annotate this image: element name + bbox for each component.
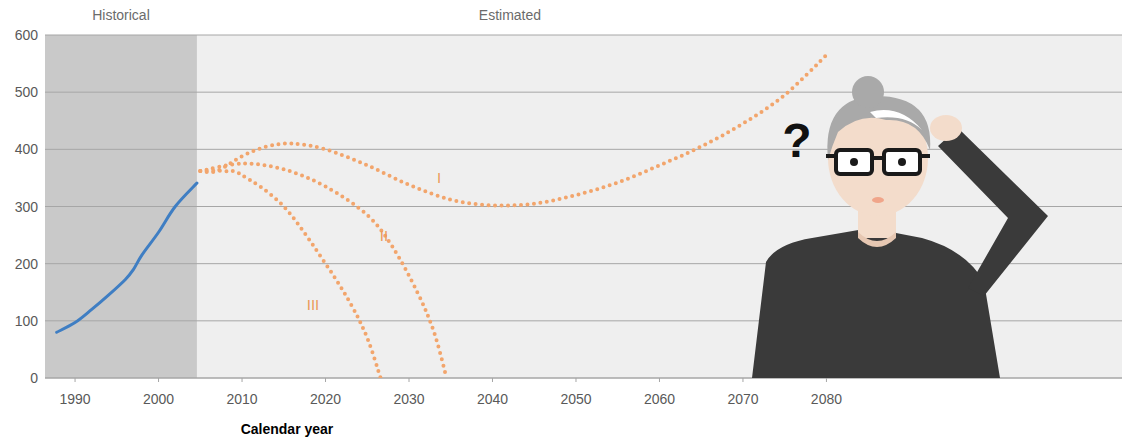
- illustration-hand: [930, 115, 962, 141]
- x-tick: [826, 378, 827, 382]
- illustration-glasses: [836, 150, 872, 174]
- x-tick: [242, 378, 243, 382]
- scenario-label: II: [380, 227, 388, 244]
- illustration-mouth: [872, 197, 884, 203]
- y-tick-label: 400: [15, 141, 39, 157]
- illustration-neck-shadow: [858, 232, 896, 247]
- x-tick-label: 2030: [393, 391, 424, 407]
- x-tick: [659, 378, 660, 382]
- illustration-glasses-temple: [920, 154, 930, 158]
- region-label: Estimated: [479, 7, 541, 23]
- plot-marks: [57, 55, 827, 378]
- y-tick-label: 500: [15, 84, 39, 100]
- illustration-hair-streak: [870, 110, 922, 130]
- series-line: [200, 55, 826, 206]
- grid-line: [45, 35, 1122, 36]
- illustration-body: [752, 228, 1000, 378]
- y-tick-label: 200: [15, 256, 39, 272]
- x-tick: [75, 378, 76, 382]
- x-tick: [742, 378, 743, 382]
- illustration-glasses-temple: [826, 154, 836, 158]
- x-tick: [575, 378, 576, 382]
- x-tick: [492, 378, 493, 382]
- illustration-arm: [938, 128, 1048, 296]
- y-tick-label: 100: [15, 313, 39, 329]
- illustration-eye: [898, 158, 906, 166]
- x-tick-label: 2080: [811, 391, 842, 407]
- chart: Historical Estimated 0 100 200 300 400 500 600 19…: [0, 0, 1125, 442]
- y-tick-label: 600: [15, 27, 39, 43]
- x-tick-label: 2000: [143, 391, 174, 407]
- illustration-eye: [850, 158, 858, 166]
- x-axis-title: Calendar year: [241, 421, 334, 437]
- x-tick-label: 2040: [477, 391, 508, 407]
- scenario-label: III: [307, 296, 320, 313]
- x-tick-label: 2010: [226, 391, 257, 407]
- x-tick-label: 1990: [59, 391, 90, 407]
- illustration-glasses: [884, 150, 920, 174]
- y-tick-label: 300: [15, 199, 39, 215]
- series-line: [200, 164, 446, 378]
- region-label: Historical: [92, 7, 150, 23]
- x-tick-label: 2060: [644, 391, 675, 407]
- grid-line: [45, 206, 1122, 207]
- illustration-glasses-bridge: [872, 156, 884, 160]
- illustration: [752, 76, 1048, 378]
- x-tick: [325, 378, 326, 382]
- y-tick-label: 0: [30, 370, 38, 386]
- grid-line: [45, 92, 1122, 93]
- x-tick-label: 2020: [310, 391, 341, 407]
- x-tick: [158, 378, 159, 382]
- x-tick-label: 2070: [727, 391, 758, 407]
- x-tick-label: 2050: [560, 391, 591, 407]
- series-line: [200, 171, 380, 378]
- x-tick: [409, 378, 410, 382]
- series-line: [57, 183, 197, 332]
- illustration-bun: [852, 76, 884, 108]
- illustration-question-mark: ?: [782, 114, 811, 167]
- scenario-label: I: [437, 169, 441, 186]
